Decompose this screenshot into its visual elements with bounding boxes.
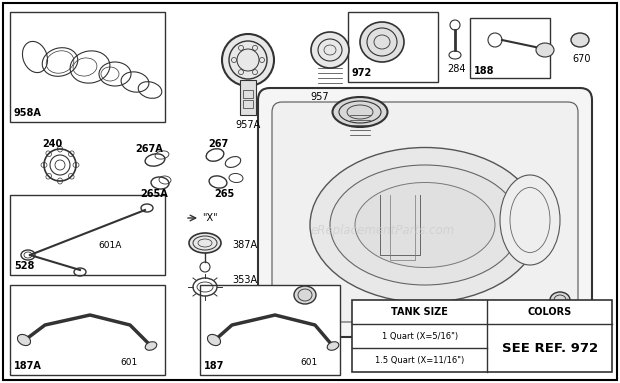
Text: 1.5 Quart (X=11/16"): 1.5 Quart (X=11/16") xyxy=(375,355,464,365)
Ellipse shape xyxy=(355,183,495,267)
Text: 267: 267 xyxy=(208,139,228,149)
Bar xyxy=(10,195,165,275)
Text: 528: 528 xyxy=(14,261,34,271)
Text: 601: 601 xyxy=(120,358,137,367)
Text: COLORS: COLORS xyxy=(528,307,572,317)
FancyBboxPatch shape xyxy=(272,102,578,322)
Text: 387A: 387A xyxy=(232,240,257,250)
Ellipse shape xyxy=(294,286,316,304)
Text: 353A: 353A xyxy=(232,275,257,285)
Text: 1 Quart (X=5/16"): 1 Quart (X=5/16") xyxy=(381,332,458,340)
Text: eReplacementParts.com: eReplacementParts.com xyxy=(310,224,454,236)
Bar xyxy=(200,285,340,375)
Text: "X": "X" xyxy=(202,213,218,223)
Ellipse shape xyxy=(500,175,560,265)
Bar xyxy=(10,285,165,375)
Ellipse shape xyxy=(145,342,157,350)
Text: 284: 284 xyxy=(447,64,466,74)
Text: 972: 972 xyxy=(352,68,372,78)
Ellipse shape xyxy=(327,342,339,350)
Ellipse shape xyxy=(208,334,221,345)
Ellipse shape xyxy=(311,32,349,68)
Ellipse shape xyxy=(332,97,388,127)
Text: 670: 670 xyxy=(572,54,590,64)
Text: 188: 188 xyxy=(474,66,495,76)
Ellipse shape xyxy=(189,233,221,253)
FancyBboxPatch shape xyxy=(258,88,592,337)
Text: 958: 958 xyxy=(550,320,570,330)
Ellipse shape xyxy=(550,292,570,308)
Text: 957A: 957A xyxy=(236,120,260,130)
Text: 187: 187 xyxy=(204,361,224,371)
Text: 265: 265 xyxy=(214,189,234,199)
Text: 601A: 601A xyxy=(99,241,122,250)
Text: 240: 240 xyxy=(42,139,62,149)
Ellipse shape xyxy=(222,34,274,86)
Bar xyxy=(243,100,253,108)
Bar xyxy=(348,12,438,82)
Text: 187A: 187A xyxy=(14,361,42,371)
Bar xyxy=(470,18,550,78)
Bar xyxy=(240,80,256,115)
Ellipse shape xyxy=(17,334,30,345)
Bar xyxy=(243,90,253,98)
Text: 267A: 267A xyxy=(135,144,162,154)
Ellipse shape xyxy=(571,33,589,47)
Bar xyxy=(10,12,165,122)
Text: 601: 601 xyxy=(300,358,317,367)
Text: TANK SIZE: TANK SIZE xyxy=(391,307,448,317)
Text: 958A: 958A xyxy=(14,108,42,118)
Ellipse shape xyxy=(330,165,520,285)
Text: SEE REF. 972: SEE REF. 972 xyxy=(502,342,598,355)
Ellipse shape xyxy=(536,43,554,57)
Ellipse shape xyxy=(310,147,540,303)
Text: 957: 957 xyxy=(310,92,329,102)
Bar xyxy=(352,300,612,372)
Ellipse shape xyxy=(360,22,404,62)
Text: 265A: 265A xyxy=(140,189,168,199)
